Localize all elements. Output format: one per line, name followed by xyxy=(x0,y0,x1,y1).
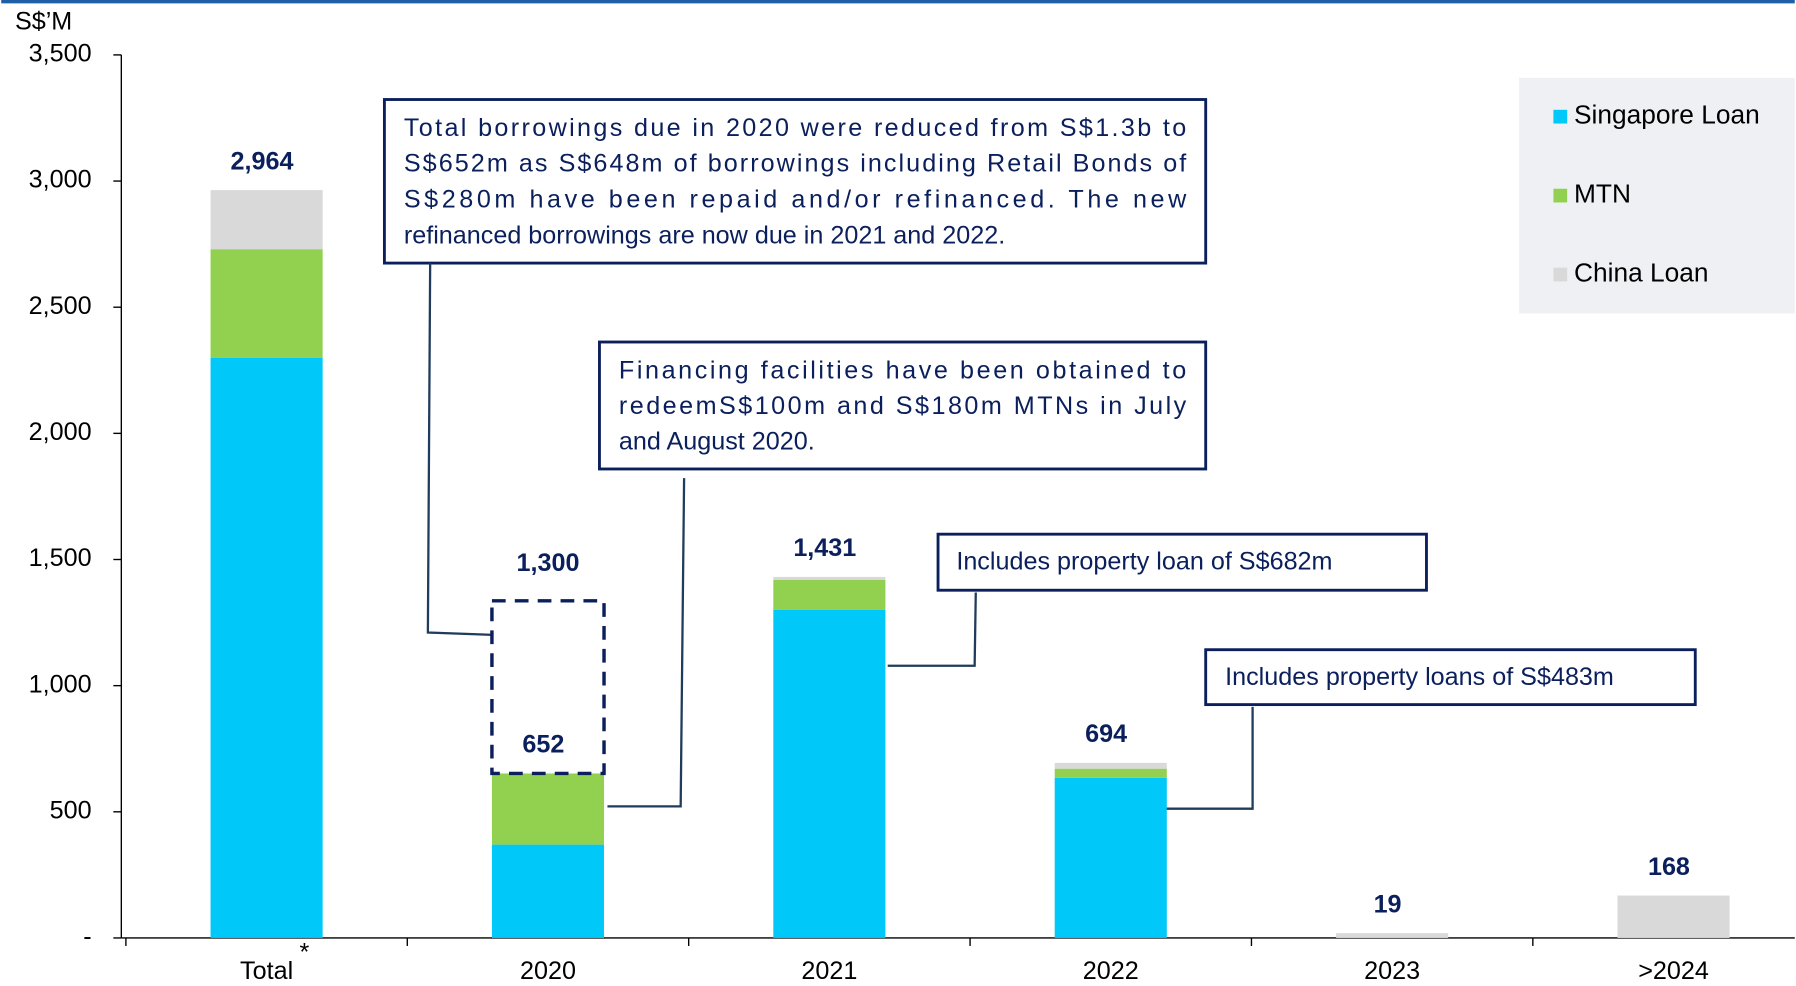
annotation-text: refinanced borrowings are now due in 202… xyxy=(404,221,1005,249)
y-tick-label: 1,000 xyxy=(29,670,92,698)
total-label: 168 xyxy=(1648,853,1690,881)
annotation-text: Financing facilities have been obtained … xyxy=(619,356,1186,384)
total-label: 19 xyxy=(1374,890,1402,918)
x-tick-label: 2022 xyxy=(1083,957,1139,985)
y-tick-label: 500 xyxy=(50,796,92,824)
callouts xyxy=(426,263,1254,810)
bar-segment xyxy=(491,773,605,845)
x-tick-label: 2023 xyxy=(1364,957,1420,985)
x-tick-label: 2020 xyxy=(520,957,576,985)
x-tick-label: >2024 xyxy=(1638,957,1709,985)
annotation-box xyxy=(1204,648,1697,707)
total-label: 2,964 xyxy=(231,147,294,175)
bar-segment xyxy=(773,576,886,580)
annotation-text: redeemS$100m and S$180m MTNs in July xyxy=(619,392,1187,420)
total-label: 694 xyxy=(1085,720,1127,748)
bar-segment xyxy=(210,190,323,250)
legend-swatch xyxy=(1553,109,1568,124)
callout-line xyxy=(887,592,977,667)
legend-swatch xyxy=(1553,188,1568,203)
x-tick-label: Total xyxy=(240,957,293,985)
category-footnote: * xyxy=(299,939,309,967)
annotation-text: and August 2020. xyxy=(619,427,815,455)
callout-line xyxy=(426,263,494,636)
bar-segment xyxy=(1054,777,1167,938)
y-tick-label: 3,500 xyxy=(29,40,92,68)
y-tick-label: 2,000 xyxy=(29,418,92,446)
annotation-text: S$280m have been repaid and/or refinance… xyxy=(404,186,1187,214)
bar-segment xyxy=(491,844,605,938)
bar-segment xyxy=(210,249,323,358)
y-axis-label: S$’M xyxy=(15,8,72,36)
callout-line xyxy=(1162,706,1254,810)
callout-line xyxy=(607,478,686,808)
legend-label: China Loan xyxy=(1574,257,1709,287)
total-label: 652 xyxy=(522,731,564,759)
legend-label: Singapore Loan xyxy=(1574,100,1760,130)
annotation-box xyxy=(598,340,1208,471)
original-label: 1,300 xyxy=(517,549,580,577)
bar-segment xyxy=(773,609,886,938)
y-tick-label: 2,500 xyxy=(29,292,92,320)
bar-segment xyxy=(1617,895,1730,938)
total-label: 1,431 xyxy=(793,534,856,562)
legend-label: MTN xyxy=(1574,179,1631,209)
annotation-text: Includes property loans of S$483m xyxy=(1225,663,1614,691)
bar-segment xyxy=(210,357,323,938)
annotation-box xyxy=(936,532,1428,592)
annotation-text: Includes property loan of S$682m xyxy=(956,547,1332,575)
y-tick-label: 1,500 xyxy=(29,544,92,572)
y-tick-label: - xyxy=(83,923,91,951)
annotation-text: Total borrowings due in 2020 were reduce… xyxy=(404,114,1186,142)
annotation-box xyxy=(382,98,1208,265)
original-outline xyxy=(490,599,606,776)
bar-segment xyxy=(1054,768,1167,778)
legend-swatch xyxy=(1553,267,1568,282)
x-tick-label: 2021 xyxy=(801,957,857,985)
y-tick-label: 3,000 xyxy=(29,166,92,194)
bar-segment xyxy=(1054,762,1167,769)
bar-segment xyxy=(1336,933,1449,938)
bar-segment xyxy=(773,579,886,610)
